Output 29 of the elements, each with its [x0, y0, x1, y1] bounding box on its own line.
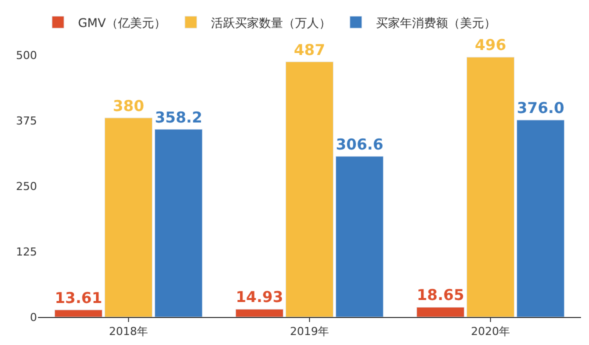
y-tick-label: 500 [16, 48, 37, 62]
data-label: 18.65 [416, 286, 464, 304]
legend-label: GMV（亿美元） [78, 16, 166, 30]
data-label: 13.61 [54, 288, 102, 307]
y-tick-label: 250 [16, 180, 37, 193]
bar [54, 310, 102, 317]
y-tick-label: 125 [16, 245, 37, 258]
data-label: 380 [112, 96, 144, 115]
x-tick-label: 2020年 [471, 325, 510, 338]
x-tick-label: 2019年 [290, 325, 329, 338]
data-label: 14.93 [236, 288, 284, 306]
bar [516, 120, 565, 317]
legend-label: 买家年消费额（美元） [376, 16, 496, 30]
bar [154, 129, 203, 317]
bar [235, 308, 284, 317]
y-tick-label: 0 [30, 310, 37, 324]
data-label: 358.2 [154, 108, 202, 126]
bar [285, 62, 334, 317]
bar [104, 118, 153, 317]
y-tick-label: 375 [16, 114, 37, 128]
bar [336, 156, 384, 317]
bar [416, 306, 464, 317]
data-label: 306.6 [336, 135, 384, 154]
bar [466, 56, 515, 317]
data-label: 487 [294, 40, 326, 59]
legend-label: 活跃买家数量（万人） [210, 16, 331, 30]
data-label: 496 [474, 36, 506, 54]
x-tick-label: 2018年 [109, 325, 148, 338]
data-label: 376.0 [516, 98, 564, 117]
